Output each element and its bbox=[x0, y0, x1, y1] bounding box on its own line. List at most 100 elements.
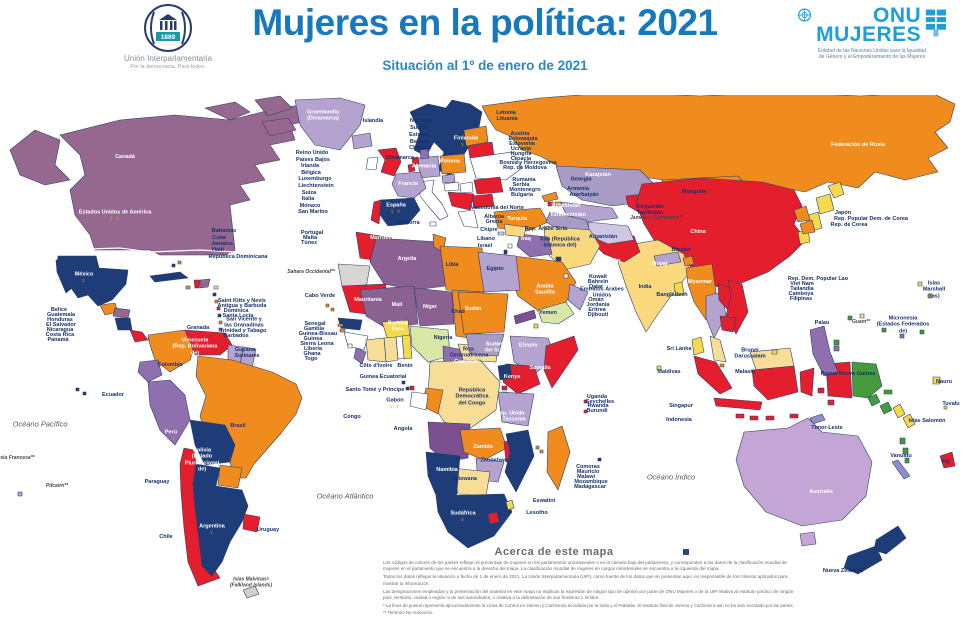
map-label: Tuvalu bbox=[942, 400, 960, 407]
map-label: Grecia bbox=[485, 218, 503, 225]
map-label: Nauru bbox=[936, 378, 952, 385]
woman-leader-icon: ♀♀ bbox=[164, 435, 178, 443]
map-label: Océano Índico bbox=[646, 472, 696, 482]
map-label: Rep. Centroafricana bbox=[449, 346, 489, 359]
woman-leader-icon: ♀ bbox=[524, 348, 532, 356]
map-label: Camerún bbox=[454, 358, 478, 365]
map-label: Brunei Darussalam bbox=[734, 347, 766, 360]
map-label: Nicaragua bbox=[46, 326, 74, 333]
map-label: Ghana bbox=[303, 350, 321, 357]
decorative-square bbox=[683, 549, 690, 556]
map-label: Colombia bbox=[157, 361, 183, 368]
map-label: Serbia bbox=[512, 181, 530, 188]
map-label: Japón bbox=[834, 209, 852, 216]
woman-leader-icon: ♀♀ bbox=[388, 403, 402, 411]
map-label: Bahamas bbox=[211, 227, 237, 234]
map-label: Irlanda bbox=[300, 162, 320, 169]
map-label: Guam** bbox=[851, 319, 871, 326]
map-label: Gambia bbox=[303, 325, 325, 332]
un-emblem-icon bbox=[798, 8, 812, 22]
map-label: Suiza bbox=[301, 189, 317, 196]
woman-leader-icon: ♀ bbox=[80, 277, 88, 285]
map-label: Groenlandia (Dinamarca) bbox=[306, 109, 340, 122]
map-label: Tayikistán bbox=[636, 209, 664, 216]
map-label: Rumania bbox=[512, 176, 536, 183]
map-label: Kuwait bbox=[588, 273, 608, 280]
map-label: Islas Malvinasᵇ (Falkland Islands) bbox=[229, 576, 273, 588]
map-label: Kenya bbox=[503, 373, 521, 380]
unwomen-tagline: Entidad de las Naciones Unidas para la I… bbox=[817, 47, 927, 61]
map-label: España ♀♀ bbox=[386, 202, 406, 216]
map-label: Malí bbox=[391, 301, 403, 308]
map-label: Zimbabwe ♀ bbox=[480, 457, 508, 471]
map-label: Malta bbox=[302, 234, 318, 241]
map-label: Etiopía ♀ bbox=[518, 342, 538, 356]
map-label: Océano Pacífico bbox=[12, 419, 68, 429]
map-label: Letonia bbox=[496, 109, 516, 116]
map-label: Tailandia bbox=[790, 285, 814, 292]
page-title: Mujeres en la política: 2021 bbox=[252, 2, 718, 43]
map-label: Hungría bbox=[510, 150, 532, 157]
map-label: Costa Rica bbox=[45, 331, 75, 338]
map-label: Belice bbox=[50, 306, 68, 313]
map-label: Israel bbox=[477, 242, 493, 249]
map-label: Cabo Verde bbox=[304, 292, 336, 299]
map-label: Malawi bbox=[576, 473, 596, 480]
map-label: Chipre bbox=[480, 226, 498, 233]
map-label: Madagascar bbox=[574, 483, 606, 490]
map-label: Bhután bbox=[671, 246, 691, 253]
map-label: Argentina ♀ bbox=[199, 523, 225, 537]
map-label: Iraq bbox=[520, 235, 532, 242]
map-label: Kazajstán bbox=[585, 171, 611, 178]
map-label: Santo Tomé y Príncipe bbox=[345, 386, 405, 393]
map-label: Estonia bbox=[409, 131, 429, 138]
map-label: San Vicente y las Granadinas bbox=[224, 316, 264, 329]
map-label: Qatar bbox=[588, 283, 604, 290]
map-label: Timor-Leste bbox=[811, 424, 843, 431]
map-label: Senegal bbox=[304, 320, 326, 327]
map-label: Sudáfrica ♀ bbox=[450, 510, 476, 524]
map-label: Bosnia y Herzegovina bbox=[499, 159, 557, 166]
map-label: Togo bbox=[304, 355, 318, 362]
map-label: El Salvador bbox=[46, 321, 76, 328]
map-label: Guyana bbox=[234, 346, 256, 353]
map-label: Benin bbox=[397, 362, 413, 369]
map-label: Nigeria bbox=[433, 334, 453, 341]
map-label: Polonia ♀ bbox=[440, 158, 460, 172]
map-label: Comoras bbox=[576, 463, 600, 470]
map-label: Marruecos bbox=[370, 234, 398, 241]
map-label: Saint Kitts y Nevis bbox=[218, 297, 266, 304]
map-label: Panamá bbox=[47, 336, 69, 343]
map-label: Sri Lanka bbox=[666, 345, 692, 352]
map-label: Suecia bbox=[410, 124, 428, 131]
map-label: Botswana bbox=[451, 475, 477, 482]
map-label: Venezuela (Rep. Bolivariana de) bbox=[172, 337, 218, 357]
map-label: Guinea Ecuatorial bbox=[359, 373, 407, 380]
map-label: Nueva Zelandia bbox=[822, 567, 864, 574]
map-label: Argelia bbox=[397, 255, 417, 262]
header: 1889 Unión Interparlamentaria Por la dem… bbox=[0, 0, 965, 95]
woman-leader-icon: ♀ bbox=[459, 516, 467, 524]
map-label: Lesotho bbox=[526, 509, 548, 516]
map-label: Eswatini bbox=[532, 497, 556, 504]
world-map: Canadá Estados Unidos de América ♀♀ México ♀… bbox=[0, 95, 965, 618]
map-label: Trinidad y Tabago bbox=[219, 327, 267, 334]
woman-leader-icon: ♀ bbox=[420, 169, 428, 177]
map-label: Bulgaria bbox=[510, 191, 534, 198]
map-label: Singapur bbox=[669, 402, 693, 409]
map-label: Reino Unido bbox=[295, 149, 329, 156]
map-label: Rep. Popular Dem. de Corea bbox=[834, 215, 908, 222]
map-label: Austria bbox=[510, 130, 530, 137]
map-label: Polinesia Francesa** bbox=[0, 455, 35, 462]
about-paragraph: Todos los datos reflejan la situación a … bbox=[383, 574, 788, 586]
map-label: Turkmenistán bbox=[550, 211, 586, 218]
map-label: Mónaco bbox=[299, 202, 321, 209]
map-label: Luxemburgo bbox=[298, 175, 332, 182]
map-label: Haití bbox=[212, 246, 224, 253]
map-label: Mauritania bbox=[354, 296, 382, 303]
map-label: Malasia bbox=[735, 368, 755, 375]
map-label: República Dominicana bbox=[208, 253, 268, 260]
map-label: Bélgica bbox=[301, 169, 321, 176]
map-label: Maldivas bbox=[657, 368, 681, 375]
map-label: Rwanda bbox=[587, 402, 609, 409]
